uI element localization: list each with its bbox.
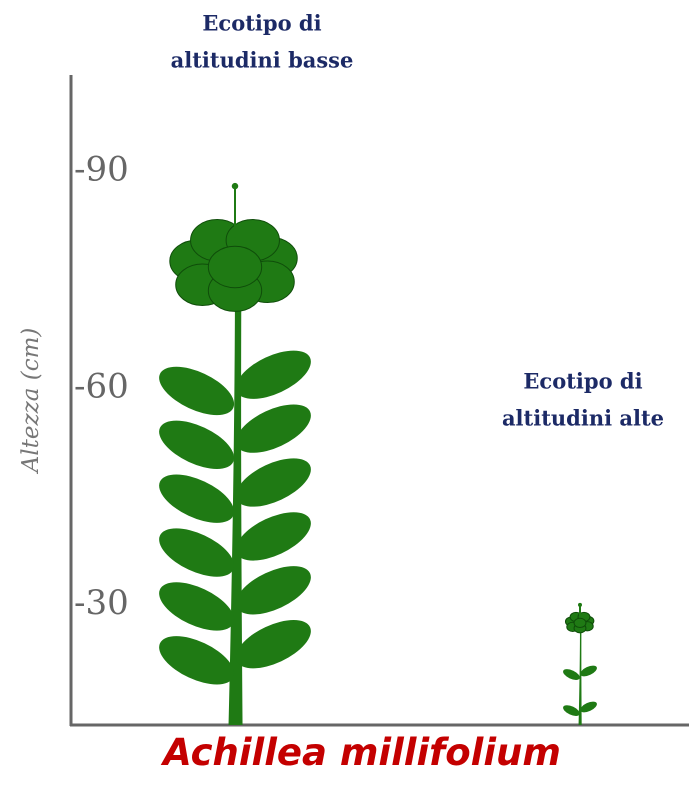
leaf	[229, 341, 318, 409]
tick-label: -90	[74, 150, 129, 190]
anther	[578, 603, 582, 607]
leaf	[152, 572, 241, 640]
leaf	[152, 518, 241, 586]
diagram: Altezza (cm) Achillea millifolium -90 -60…	[0, 0, 689, 804]
leaf	[152, 626, 241, 694]
plant	[562, 603, 599, 725]
tick-label: -60	[74, 366, 129, 406]
leaf	[229, 448, 318, 516]
leaf	[579, 699, 599, 714]
ecotype-label: Ecotipo di	[523, 369, 642, 394]
leaf	[152, 465, 241, 533]
anther	[232, 183, 238, 189]
tick-label: -30	[74, 583, 129, 623]
leaf	[229, 502, 318, 570]
species-name: Achillea millifolium	[160, 731, 561, 774]
plant	[152, 183, 318, 725]
axis-title: Altezza (cm)	[18, 328, 44, 475]
ecotype-label: altitudini basse	[171, 48, 354, 73]
leaf	[152, 411, 241, 479]
leaf	[229, 394, 318, 462]
ecotype-label: Ecotipo di	[202, 11, 321, 36]
leaf	[229, 556, 318, 624]
leaf	[152, 357, 241, 425]
leaf	[229, 610, 318, 678]
leaf	[562, 703, 582, 718]
ecotype-label: altitudini alte	[502, 406, 664, 431]
leaf	[562, 667, 582, 682]
petal	[574, 618, 586, 627]
petal	[208, 246, 261, 287]
leaf	[579, 663, 599, 678]
